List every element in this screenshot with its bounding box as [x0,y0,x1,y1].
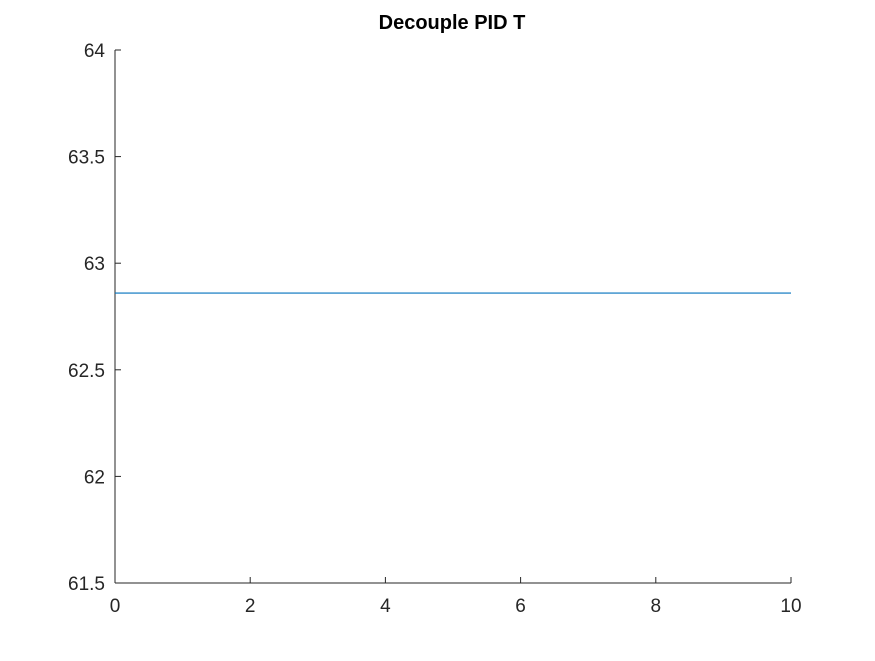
y-tick-label: 62 [84,467,105,488]
y-tick-label: 63.5 [68,148,105,169]
x-tick-label: 2 [245,596,256,617]
x-tick-label: 10 [780,596,801,617]
x-tick-label: 0 [110,596,121,617]
chart-title: Decouple PID T [379,12,526,34]
axes: 0 2 4 6 8 10 61.5 62 62.5 63 63.5 64 [68,41,802,617]
y-tick-label: 62.5 [68,361,105,382]
y-tick-label: 64 [84,41,106,62]
x-tick-label: 8 [651,596,662,617]
x-tick-label: 4 [380,596,391,617]
x-tick-label: 6 [515,596,526,617]
y-tick-label: 61.5 [68,574,105,595]
y-tick-label: 63 [84,254,105,275]
